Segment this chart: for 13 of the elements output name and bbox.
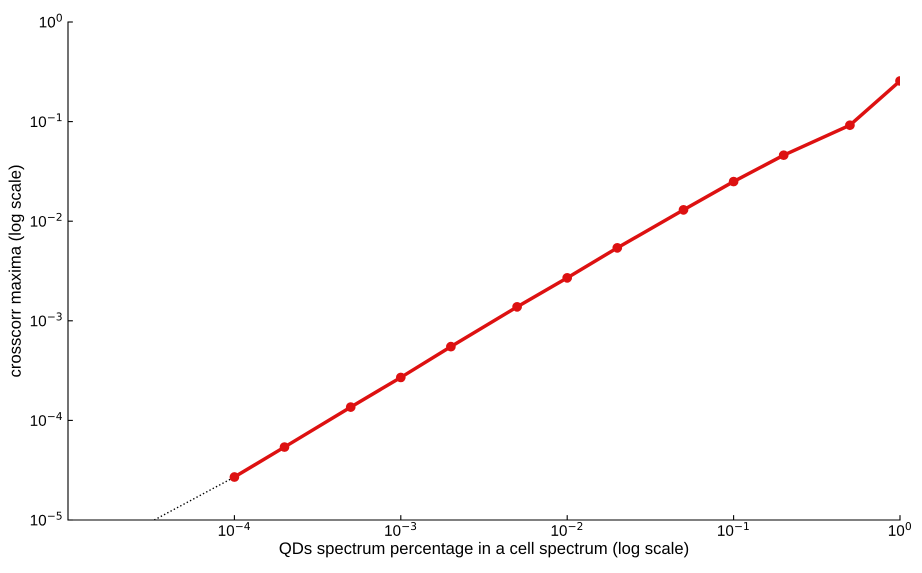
x-tick-label: 10$^{−1}$ bbox=[718, 522, 749, 536]
y-tick-label: 10$^{−5}$ bbox=[30, 512, 62, 526]
y-axis-title: crosscorr maxima (log scale) bbox=[8, 166, 24, 377]
y-tick-label: 10$^{−1}$ bbox=[30, 113, 62, 128]
x-axis-title: QDs spectrum percentage in a cell spectrum (log scale) bbox=[280, 542, 688, 558]
y-tick-label: 10$^{0}$ bbox=[40, 14, 62, 28]
x-tick-label: 10$^{−3}$ bbox=[385, 522, 416, 536]
x-tick-label: 10$^{0}$ bbox=[888, 522, 912, 536]
y-tick-label: 10$^{−3}$ bbox=[30, 312, 62, 326]
x-tick-label: 10$^{−2}$ bbox=[552, 522, 582, 536]
x-tick-label: 10$^{−4}$ bbox=[218, 522, 250, 536]
y-tick-label: 10$^{−2}$ bbox=[30, 212, 62, 227]
y-tick-label: 10$^{−4}$ bbox=[30, 412, 62, 426]
